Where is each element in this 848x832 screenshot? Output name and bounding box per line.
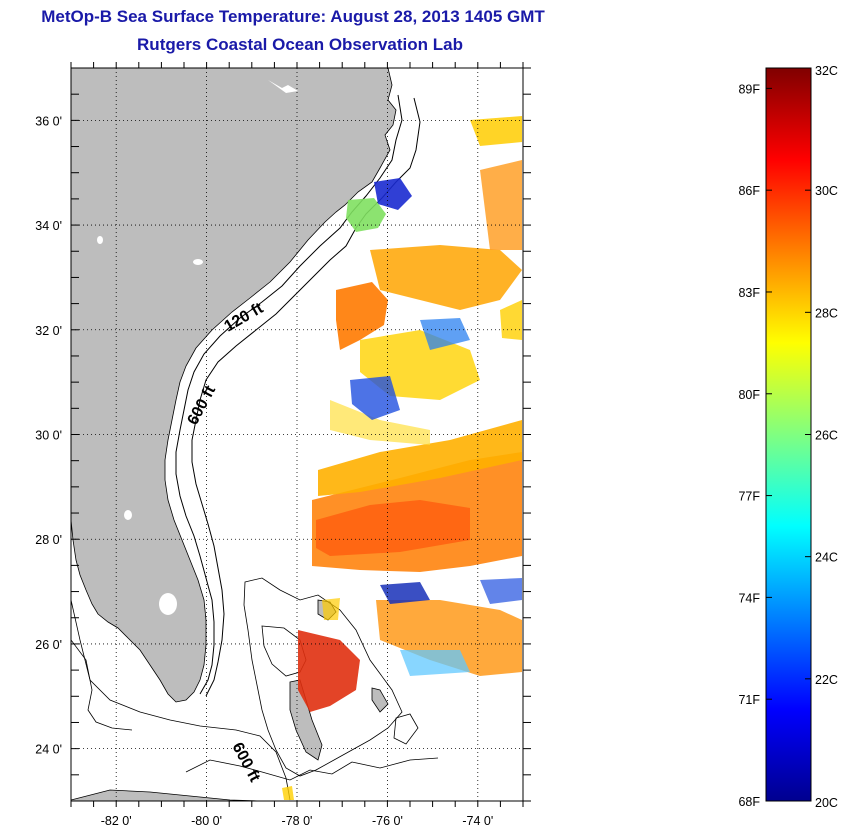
contour-west-shelf [71,639,133,731]
lat-tick-label: 34 0' [35,219,62,233]
contour-label-600ft: 600 ft [228,740,263,785]
contour-120ft [175,94,403,695]
colorbar-celsius-label: 32C [815,64,838,78]
contour-label-600ft: 600 ft [185,382,220,427]
bahamas-island [371,687,389,713]
colorbar-celsius-label: 30C [815,184,838,198]
lat-tick-label: 30 0' [35,429,62,443]
colorbar-celsius-label: 26C [815,429,838,443]
lon-tick-label: -82 0' [101,814,132,828]
colorbar-celsius-label: 20C [815,796,838,810]
sst-patch [330,400,430,445]
sst-patch [346,198,386,232]
colorbar-celsius-label: 28C [815,306,838,320]
colorbar-fahrenheit-label: 74F [738,591,760,605]
sst-patch [380,582,430,604]
page-title: MetOp-B Sea Surface Temperature: August … [41,7,545,26]
lon-tick-label: -78 0' [282,814,313,828]
contour-cay [393,713,419,745]
colorbar-fahrenheit-label: 86F [738,184,760,198]
lat-tick-label: 26 0' [35,638,62,652]
sst-patch [374,178,412,210]
sst-patch [282,786,294,800]
colorbar-gradient [765,67,812,802]
lake [159,593,177,615]
colorbar: 32C 30C 28C 26C 24C 22C 20C 89F 86F 83F 80F 77F 74F 7… [738,64,837,810]
map-grid [71,68,523,801]
contour-cuba [185,757,439,781]
sst-patch [298,630,360,712]
colorbar-fahrenheit-label: 68F [738,795,760,809]
sst-patch [370,245,522,310]
sound [268,80,298,93]
lat-tick-label: 32 0' [35,324,62,338]
sst-patch [318,420,522,496]
sst-patch [480,578,522,604]
colorbar-fahrenheit-label: 80F [738,388,760,402]
sst-patch [316,500,470,556]
contour-bahamas [243,577,403,777]
sst-patch [420,318,470,350]
page-subtitle: Rutgers Coastal Ocean Observation Lab [137,35,463,54]
sst-patch [480,160,522,250]
sst-patch [376,600,522,676]
lat-tick-label: 24 0' [35,743,62,757]
colorbar-fahrenheit-label: 83F [738,286,760,300]
sst-swath [282,116,522,800]
colorbar-celsius-label: 24C [815,551,838,565]
sst-patch [336,282,388,350]
lon-tick-label: -76 0' [372,814,403,828]
lat-tick-label: 28 0' [35,533,62,547]
sst-patch [470,116,522,146]
colorbar-fahrenheit-label: 77F [738,490,760,504]
cuba-coast [71,789,261,801]
lon-tick-label: -80 0' [191,814,222,828]
lon-tick-label: -74 0' [462,814,493,828]
lake [97,236,103,244]
lake [124,510,132,520]
colorbar-fahrenheit-label: 89F [738,82,760,96]
lake [193,259,203,265]
sst-patch [400,650,470,676]
lat-tick-label: 36 0' [35,114,62,128]
sst-patch [500,300,522,340]
map-axes: 36 0' 34 0' 32 0' 30 0' 28 0' 26 0' 24 0' -82 0… [35,62,531,828]
colorbar-celsius-label: 22C [815,673,838,687]
colorbar-fahrenheit-label: 71F [738,693,760,707]
land-mainland [71,68,397,703]
sst-patch [322,598,340,620]
